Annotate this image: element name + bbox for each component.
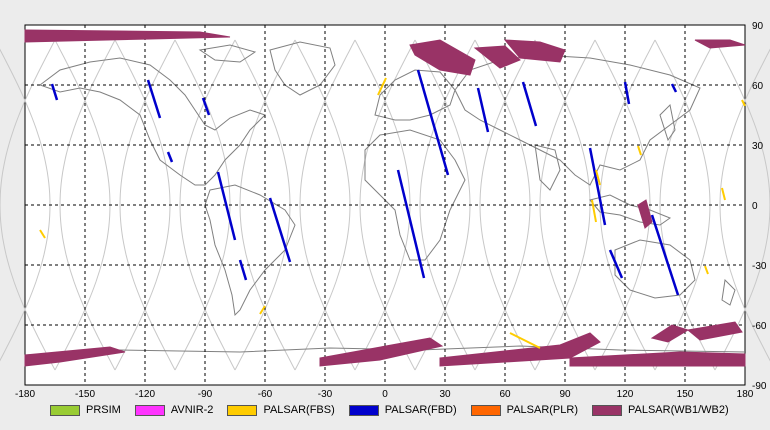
lon-tick-label: -60 [258,389,273,400]
lon-tick-label: -180 [15,389,35,400]
wb-swath-antarctic-4 [569,351,746,367]
legend-label: PRSIM [86,404,121,416]
wb-swath-arctic-east [694,39,746,49]
orbit-track [0,39,56,371]
wb-swath-antarctic-3 [439,332,601,367]
legend-swatch [348,404,379,416]
wb-swath-arctic-europe [409,39,476,76]
wb-swath-antarctic-6 [686,321,743,341]
lon-tick-label: 180 [737,389,754,400]
orbit-track [419,39,476,371]
legend: PRSIM AVNIR-2 PALSAR(FBS) PALSAR(FBD) PALSAR… [0,399,770,421]
wb-swath-antarctic-2 [319,337,444,367]
wb-swath-antarctic-1 [24,346,126,367]
legend-item: PALSAR(WB1/WB2) [592,404,729,416]
lon-tick-label: 150 [677,389,694,400]
legend-label: PALSAR(WB1/WB2) [628,404,729,416]
lon-tick-label: -150 [75,389,95,400]
wb-swath-arctic-russia-1 [473,45,521,69]
palsar-wb-swaths [24,29,746,367]
legend-swatch [470,404,501,416]
orbit-track [539,39,596,371]
palsar-fbd-tracks [50,69,680,296]
palsar-fbs-tracks [39,77,746,349]
orbit-track [299,39,356,371]
orbit-track [359,39,416,371]
wb-swath-arctic-west [24,29,231,43]
orbit-track [714,39,770,371]
orbit-track [719,48,770,362]
lat-tick-label: -60 [752,321,767,332]
lat-tick-label: -90 [752,381,767,392]
legend-item: PALSAR(FBS) [227,404,335,416]
legend-label: PALSAR(PLR) [506,404,578,416]
orbit-track [659,39,716,371]
legend-swatch [227,404,258,416]
lon-tick-label: -30 [318,389,333,400]
lat-tick-label: 60 [752,81,764,92]
lat-tick-label: 0 [752,201,758,212]
lat-tick-labels: 90 60 30 0 -30 -60 -90 [752,21,767,392]
legend-item: PALSAR(PLR) [470,404,578,416]
wb-swath-arctic-russia-2 [503,39,566,63]
orbit-track [479,39,536,371]
legend-label: PALSAR(FBD) [384,404,457,416]
lon-tick-label: -90 [198,389,213,400]
lat-tick-label: -30 [752,261,767,272]
lon-tick-label: 90 [559,389,571,400]
legend-swatch [134,404,165,416]
orbit-track [119,39,176,371]
legend-label: AVNIR-2 [170,404,214,416]
wb-swath-borneo [637,199,653,229]
legend-item: AVNIR-2 [134,404,214,416]
lon-tick-labels: -180 -150 -120 -90 -60 -30 0 30 60 90 120 150 180 [15,389,754,400]
lat-tick-label: 30 [752,141,764,152]
lon-tick-label: -120 [135,389,155,400]
legend-swatch [592,404,622,416]
legend-item: PRSIM [50,404,121,416]
orbit-track [59,39,116,371]
orbit-track [179,39,236,371]
lon-tick-label: 120 [617,389,634,400]
legend-item: PALSAR(FBD) [348,404,457,416]
legend-label: PALSAR(FBS) [263,404,335,416]
legend-swatch [50,404,80,416]
graticule [25,25,745,385]
lon-tick-label: 30 [439,389,451,400]
lat-tick-label: 90 [752,21,764,32]
orbit-track [239,39,296,371]
lon-tick-label: 0 [382,389,388,400]
lon-tick-label: 60 [499,389,511,400]
